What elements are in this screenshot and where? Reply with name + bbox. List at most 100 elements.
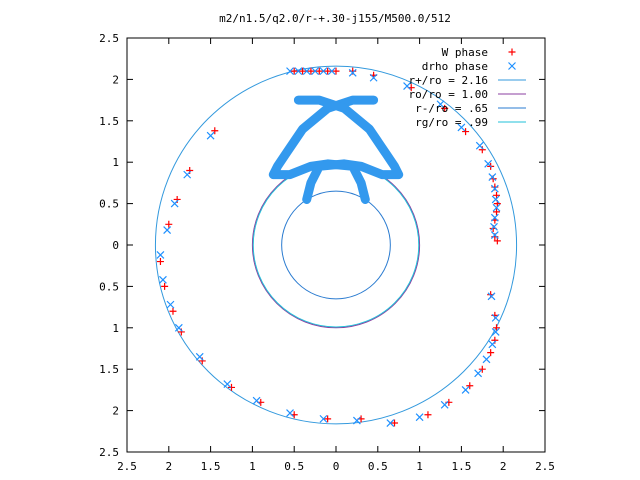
drho-phase-point bbox=[492, 203, 501, 212]
w-phase-point bbox=[156, 258, 164, 266]
w-phase-point bbox=[165, 220, 173, 228]
drho-phase-point bbox=[508, 62, 516, 70]
drho-phase-point bbox=[294, 67, 303, 76]
legend-label: rg/ro = .99 bbox=[415, 116, 488, 129]
x-tick-label: 2.5 bbox=[117, 460, 137, 473]
w-phase-point bbox=[332, 67, 340, 75]
chart-title: m2/n1.5/q2.0/r-+.30-j155/M500.0/512 bbox=[219, 12, 451, 25]
w-phase-point bbox=[307, 67, 315, 75]
drho-phase-point bbox=[490, 213, 499, 222]
y-tick-label: 0 bbox=[112, 239, 119, 252]
x-tick-label: 0.5 bbox=[368, 460, 388, 473]
phase-points bbox=[156, 67, 501, 427]
drho-phase-point bbox=[156, 251, 165, 259]
w-phase-point bbox=[478, 365, 486, 373]
drho-phase-point bbox=[369, 73, 378, 82]
drho-phase-point bbox=[183, 170, 192, 179]
w-phase-point bbox=[462, 128, 470, 136]
w-phase-point bbox=[324, 415, 332, 423]
x-tick-label: 0.5 bbox=[284, 460, 304, 473]
density-arcs bbox=[268, 95, 404, 204]
w-phase-point bbox=[161, 282, 169, 290]
reference-circles bbox=[154, 65, 518, 425]
drho-phase-point bbox=[490, 184, 499, 193]
drho-phase-point bbox=[174, 323, 183, 332]
w-phase-point bbox=[493, 324, 501, 332]
drho-phase-point bbox=[475, 141, 484, 150]
density-arc bbox=[293, 95, 404, 204]
x-tick-label: 1.5 bbox=[201, 460, 221, 473]
drho-phase-point bbox=[286, 67, 294, 76]
y-tick-label: 2 bbox=[112, 405, 119, 418]
x-tick-label: 1 bbox=[416, 460, 423, 473]
w-phase-point bbox=[315, 67, 323, 75]
drho-phase-point bbox=[488, 173, 497, 182]
w-phase-point bbox=[493, 208, 501, 216]
reference-circle bbox=[252, 162, 420, 328]
drho-phase-point bbox=[491, 313, 500, 322]
x-tick-label: 1.5 bbox=[451, 460, 471, 473]
y-tick-label: 2.5 bbox=[99, 446, 119, 459]
x-tick-label: 2 bbox=[165, 460, 172, 473]
legend-label: drho phase bbox=[422, 60, 488, 73]
w-phase-point bbox=[441, 104, 449, 112]
y-tick-label: 2 bbox=[112, 73, 119, 86]
drho-phase-point bbox=[491, 328, 500, 336]
y-tick-label: 0.5 bbox=[99, 198, 119, 211]
x-tick-label: 2.5 bbox=[535, 460, 555, 473]
reference-circle bbox=[154, 65, 518, 425]
w-phase-point bbox=[487, 349, 495, 357]
drho-phase-point bbox=[490, 231, 499, 239]
w-phase-point bbox=[508, 48, 516, 56]
w-phase-point bbox=[493, 191, 501, 199]
drho-phase-point bbox=[319, 414, 328, 423]
drho-phase-point bbox=[159, 275, 167, 284]
x-tick-label: 1 bbox=[249, 460, 256, 473]
w-phase-point bbox=[466, 382, 474, 390]
drho-phase-point bbox=[457, 123, 466, 132]
drho-phase-point bbox=[223, 380, 232, 389]
drho-phase-point bbox=[327, 67, 336, 76]
drho-phase-point bbox=[206, 131, 215, 140]
y-tick-label: 1.5 bbox=[99, 363, 119, 376]
x-tick-label: 2 bbox=[500, 460, 507, 473]
w-phase-point bbox=[324, 67, 332, 75]
drho-phase-point bbox=[286, 409, 294, 418]
w-phase-point bbox=[290, 67, 298, 75]
x-tick-label: 0 bbox=[333, 460, 340, 473]
drho-phase-point bbox=[195, 352, 204, 361]
drho-phase-point bbox=[482, 355, 491, 364]
drho-phase-point bbox=[319, 67, 328, 76]
reference-circle bbox=[281, 190, 391, 300]
drho-phase-point bbox=[386, 419, 395, 427]
y-tick-label: 1.5 bbox=[99, 115, 119, 128]
drho-phase-point bbox=[484, 159, 493, 168]
legend-label: r+/ro = 2.16 bbox=[409, 74, 488, 87]
w-phase-point bbox=[424, 411, 432, 419]
drho-phase-point bbox=[415, 413, 424, 422]
w-phase-point bbox=[299, 67, 307, 75]
y-tick-label: 1 bbox=[112, 156, 119, 169]
drho-phase-point bbox=[436, 100, 445, 109]
drho-phase-point bbox=[352, 416, 361, 425]
drho-phase-point bbox=[163, 226, 172, 235]
legend-label: r-/ro = .65 bbox=[415, 102, 488, 115]
drho-phase-point bbox=[302, 67, 311, 76]
axis-ticks: 2.5 2 1.5 1 0.5 0 0.5 1 1.5 2 2.52.521.510.500.511… bbox=[99, 32, 555, 473]
y-tick-label: 1 bbox=[112, 322, 119, 335]
drho-phase-point bbox=[311, 67, 320, 76]
drho-phase-point bbox=[491, 195, 500, 204]
drho-phase-point bbox=[403, 82, 411, 90]
drho-phase-point bbox=[440, 400, 449, 409]
drho-phase-point bbox=[252, 396, 261, 405]
drho-phase-point bbox=[490, 222, 498, 231]
y-tick-label: 0.5 bbox=[99, 280, 119, 293]
drho-phase-point bbox=[461, 385, 470, 394]
w-phase-point bbox=[493, 237, 501, 245]
drho-phase-point bbox=[487, 292, 496, 301]
w-phase-point bbox=[391, 419, 399, 427]
y-tick-label: 2.5 bbox=[99, 32, 119, 45]
legend-label: W phase bbox=[442, 46, 488, 59]
